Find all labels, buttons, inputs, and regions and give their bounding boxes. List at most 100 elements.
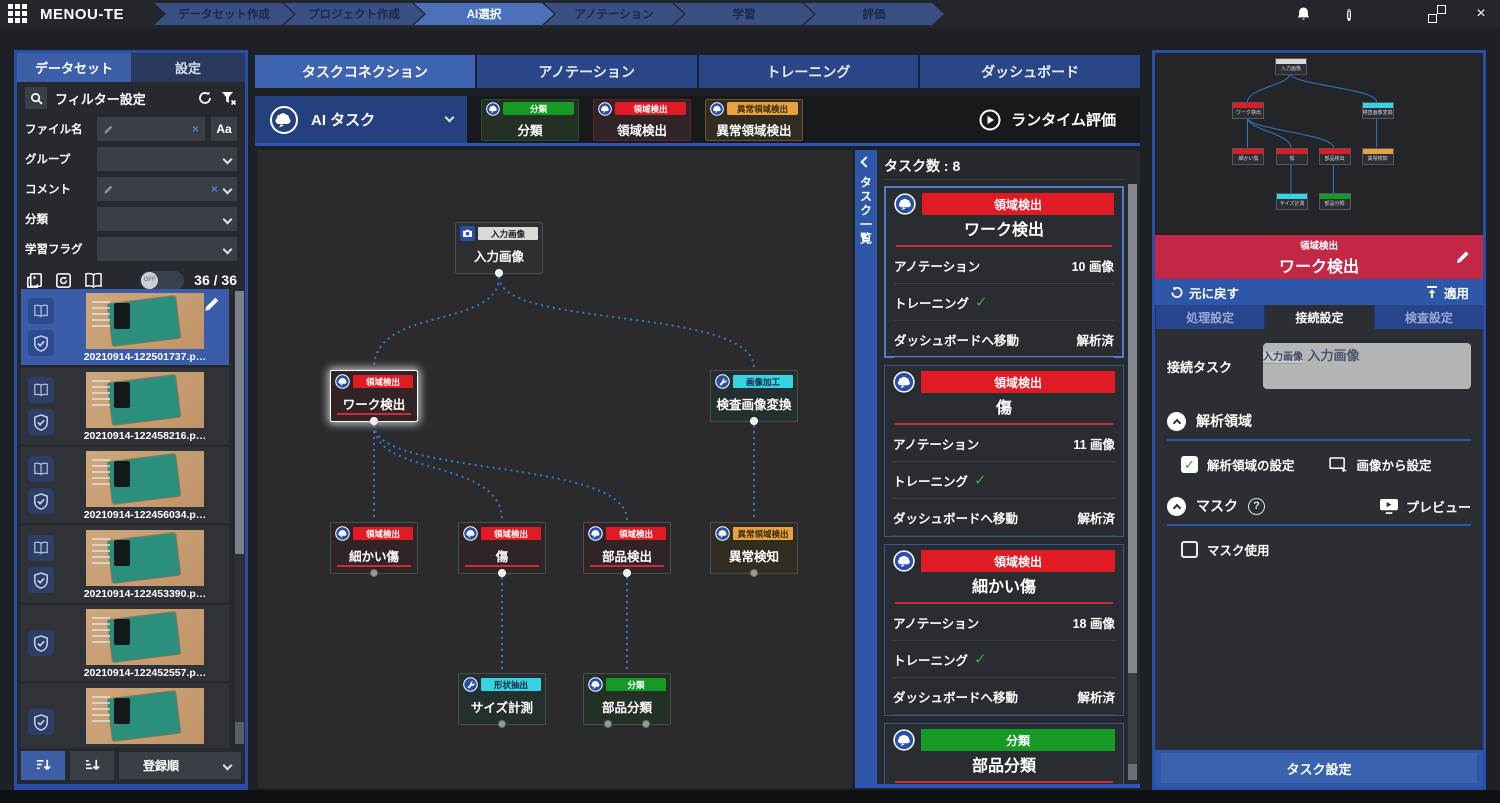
- file-list-item[interactable]: 20210914-122501737.p…: [21, 289, 229, 365]
- annotation-book-icon[interactable]: [28, 298, 54, 324]
- set-from-image-label[interactable]: 画像から設定: [1356, 459, 1432, 473]
- file-list-scrollbar[interactable]: [235, 291, 244, 744]
- analysis-region-checkbox[interactable]: ✓: [1181, 456, 1198, 473]
- annotation-book-icon[interactable]: [28, 377, 54, 403]
- task-card-細かい傷[interactable]: 領域検出 細かい傷 アノテーション 18 画像 トレーニング ✓ ダッシュボードへ移動 解析済: [884, 544, 1124, 716]
- file-list-item[interactable]: 20210914-122452557.p…: [21, 605, 229, 681]
- center-tab-タスクコネクション[interactable]: タスクコネクション: [255, 55, 475, 88]
- undo-button[interactable]: 元に戻す: [1169, 283, 1239, 302]
- workflow-step-学習[interactable]: 学習: [674, 3, 814, 25]
- task-template-異常領域検出[interactable]: 異常領域検出 異常領域検出: [705, 98, 803, 141]
- clear-input-icon[interactable]: ×: [191, 122, 199, 136]
- task-card-ワーク検出[interactable]: 領域検出 ワーク検出 アノテーション 10 画像 トレーニング ✓ ダッシュボードへ移動 解析…: [884, 186, 1124, 358]
- trained-shield-icon[interactable]: [28, 630, 54, 656]
- mask-use-checkbox[interactable]: [1181, 541, 1198, 558]
- copy-files-icon[interactable]: [25, 271, 44, 290]
- node-port[interactable]: [495, 269, 503, 277]
- graph-node-work-detect[interactable]: 領域検出 ワーク検出: [330, 370, 418, 425]
- node-port[interactable]: [370, 569, 378, 577]
- node-port[interactable]: [604, 720, 613, 728]
- collapse-section-button[interactable]: [1167, 411, 1186, 431]
- filter-clear-icon[interactable]: [221, 91, 237, 106]
- info-icon[interactable]: i: [1347, 8, 1351, 21]
- graph-node-scratch[interactable]: 領域検出傷: [458, 522, 546, 577]
- task-template-分類[interactable]: 分類 分類: [481, 98, 579, 141]
- workflow-step-AI選択[interactable]: AI選択: [414, 3, 554, 25]
- filter-refresh-icon[interactable]: [197, 90, 213, 106]
- trained-shield-icon[interactable]: [28, 488, 54, 514]
- task-list-scrollbar[interactable]: [1128, 184, 1137, 780]
- dashboard-row[interactable]: ダッシュボードへ移動 解析済: [893, 499, 1115, 536]
- node-port[interactable]: [623, 569, 631, 577]
- filter-toggle[interactable]: OFF: [140, 270, 185, 290]
- filter-select-分類[interactable]: [97, 207, 237, 231]
- clear-input-icon[interactable]: ×: [210, 182, 218, 196]
- app-grid-icon[interactable]: [8, 4, 28, 24]
- task-card-傷[interactable]: 領域検出傷アノテーション 11 画像 トレーニング ✓ ダッシュボードへ移動 解析済: [884, 365, 1124, 537]
- search-icon[interactable]: [25, 87, 47, 109]
- annotation-book-icon[interactable]: [28, 456, 54, 482]
- sort-descending-button[interactable]: [70, 751, 114, 780]
- file-list-item[interactable]: 20210914-122456034.p…: [21, 447, 229, 523]
- node-port[interactable]: [750, 417, 758, 425]
- graph-node-input[interactable]: 入力画像 入力画像: [455, 222, 543, 277]
- match-case-button[interactable]: Aa: [211, 117, 237, 141]
- trained-shield-icon[interactable]: [28, 709, 54, 735]
- graph-node-fine-scratch[interactable]: 領域検出 細かい傷: [330, 522, 418, 577]
- task-card-部品分類[interactable]: 分類 部品分類: [884, 723, 1124, 784]
- runtime-eval-button[interactable]: ランタイム評価: [979, 96, 1140, 143]
- collapse-section-button[interactable]: [1167, 496, 1186, 516]
- center-tab-トレーニング[interactable]: トレーニング: [696, 55, 919, 88]
- connected-task-button[interactable]: 入力画像 入力画像: [1263, 343, 1471, 389]
- graph-node-part-detect[interactable]: 領域検出 部品検出: [583, 522, 671, 577]
- filter-input-コメント[interactable]: ×: [97, 177, 237, 201]
- help-icon[interactable]: ?: [1248, 497, 1265, 515]
- dashboard-row[interactable]: ダッシュボードへ移動 解析済: [893, 678, 1115, 715]
- filter-input-ファイル名[interactable]: ×: [97, 117, 205, 141]
- notifications-bell-icon[interactable]: [1296, 6, 1314, 22]
- annotation-book-icon[interactable]: [28, 535, 54, 561]
- graph-node-image-transform[interactable]: 画像加工 検査画像変換: [710, 370, 798, 425]
- workflow-step-アノテーション[interactable]: アノテーション: [544, 3, 684, 25]
- file-list-item[interactable]: 20210914-122453390.p…: [21, 526, 229, 602]
- graph-node-part-classify[interactable]: 分類 部品分類: [583, 673, 671, 728]
- dashboard-row[interactable]: ダッシュボードへ移動 解析済: [894, 321, 1114, 358]
- inspector-tab-処理設定[interactable]: 処理設定: [1155, 305, 1265, 329]
- graph-node-size-measure[interactable]: 形状抽出 サイズ計測: [458, 673, 546, 728]
- inspector-tab-検査設定[interactable]: 検査設定: [1373, 305, 1483, 329]
- reload-annotations-icon[interactable]: [54, 271, 73, 290]
- close-button[interactable]: ×: [1476, 5, 1486, 22]
- set-from-image-icon[interactable]: [1328, 457, 1348, 472]
- sidebar-tab-データセット[interactable]: データセット: [17, 53, 131, 82]
- node-port[interactable]: [498, 720, 506, 728]
- filter-select-グループ[interactable]: [97, 147, 237, 171]
- open-book-icon[interactable]: [83, 272, 104, 289]
- trained-shield-icon[interactable]: [28, 330, 54, 356]
- node-graph-canvas[interactable]: 入力画像 入力画像領域検出 ワーク検出 画像加工 検査画像変換領域検出 細かい傷 領域検出傷…: [258, 150, 852, 788]
- node-port[interactable]: [750, 569, 758, 577]
- workflow-step-データセット作成[interactable]: データセット作成: [154, 3, 294, 25]
- trained-shield-icon[interactable]: [28, 567, 54, 593]
- sort-ascending-button[interactable]: [21, 751, 65, 780]
- ai-task-dropdown[interactable]: AI タスク: [255, 96, 467, 143]
- edit-pencil-icon[interactable]: [203, 295, 221, 313]
- file-list-item[interactable]: 20210914-122458216.p…: [21, 368, 229, 444]
- workflow-step-評価[interactable]: 評価: [804, 3, 944, 25]
- task-settings-button[interactable]: タスク設定: [1161, 753, 1477, 783]
- task-list-collapse-bar[interactable]: タスク一覧: [855, 150, 877, 784]
- node-port[interactable]: [641, 720, 650, 728]
- sort-order-select[interactable]: 登録順: [119, 752, 241, 779]
- node-port[interactable]: [498, 569, 506, 577]
- apply-button[interactable]: 適用: [1425, 283, 1469, 302]
- edit-pencil-icon[interactable]: [1455, 249, 1471, 265]
- file-list-item[interactable]: [21, 684, 229, 748]
- graph-minimap[interactable]: 入力画像 ワーク検出 検査画像変換 細かい傷 傷 部品検出 異常検知 サイズ計測 部品分類: [1155, 53, 1483, 235]
- center-tab-ダッシュボード[interactable]: ダッシュボード: [918, 55, 1140, 88]
- graph-node-anomaly[interactable]: 異常領域検出 異常検知: [710, 522, 798, 577]
- inspector-tab-接続設定[interactable]: 接続設定: [1264, 305, 1374, 329]
- mask-preview-button[interactable]: プレビュー: [1379, 497, 1471, 516]
- workflow-step-プロジェクト作成[interactable]: プロジェクト作成: [284, 3, 424, 25]
- sidebar-tab-設定[interactable]: 設定: [131, 53, 245, 82]
- trained-shield-icon[interactable]: [28, 409, 54, 435]
- filter-select-学習フラグ[interactable]: [97, 237, 237, 261]
